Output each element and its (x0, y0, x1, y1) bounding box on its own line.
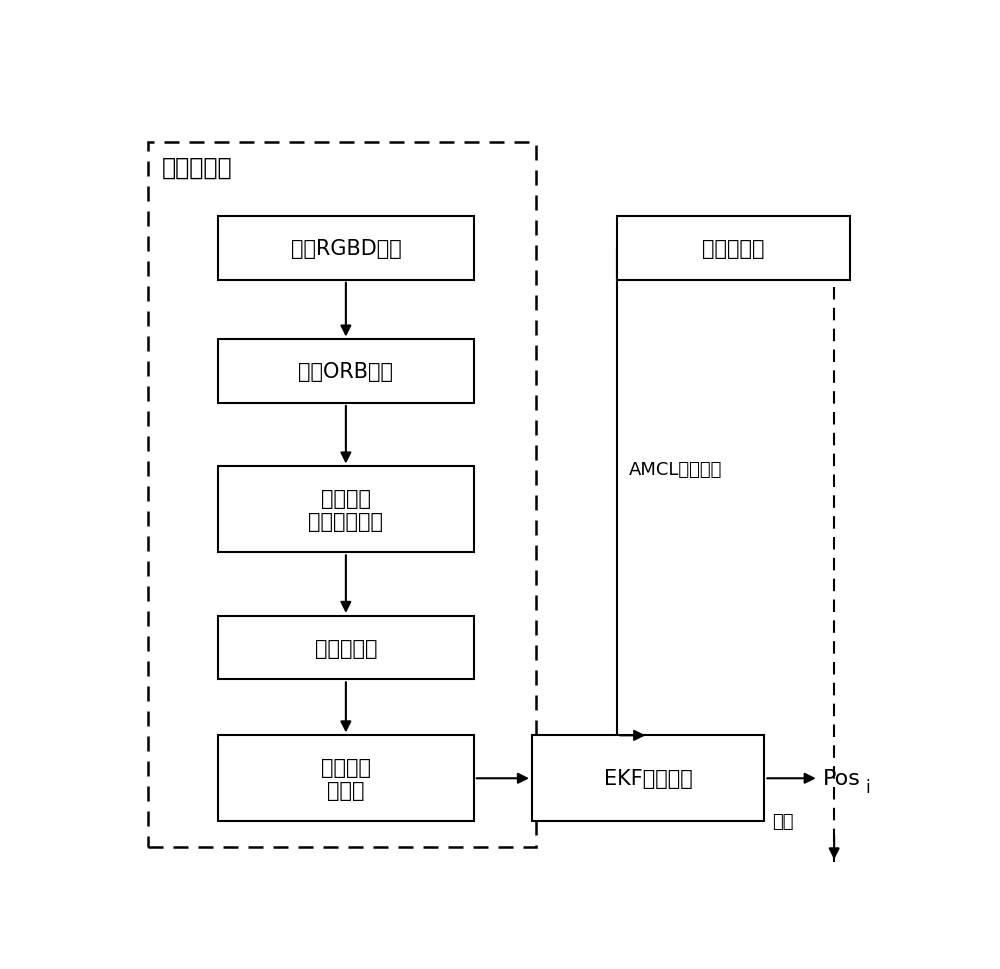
Text: 闭环检测
重定位: 闭环检测 重定位 (321, 757, 371, 800)
Text: AMCL粒子定位: AMCL粒子定位 (629, 461, 722, 479)
Bar (218, 217, 474, 280)
Bar (218, 467, 474, 552)
Text: i: i (865, 778, 870, 797)
Bar (218, 616, 474, 679)
Text: Pos: Pos (822, 768, 860, 789)
Text: 修正: 修正 (772, 812, 794, 830)
Text: 采集RGBD图像: 采集RGBD图像 (290, 238, 401, 259)
Text: 特征匹配
相机位姿估计: 特征匹配 相机位姿估计 (308, 488, 383, 531)
Bar (617, 217, 850, 280)
Text: 物理里程计: 物理里程计 (702, 238, 765, 259)
Text: 视觉里程计: 视觉里程计 (162, 156, 233, 180)
Bar (218, 735, 474, 822)
Text: 选取关键帧: 选取关键帧 (315, 638, 377, 658)
Text: 提取ORB特征: 提取ORB特征 (298, 361, 393, 382)
Bar (532, 735, 764, 822)
Text: EKF滤波估计: EKF滤波估计 (604, 768, 692, 789)
Bar (148, 142, 536, 848)
Bar (218, 340, 474, 403)
